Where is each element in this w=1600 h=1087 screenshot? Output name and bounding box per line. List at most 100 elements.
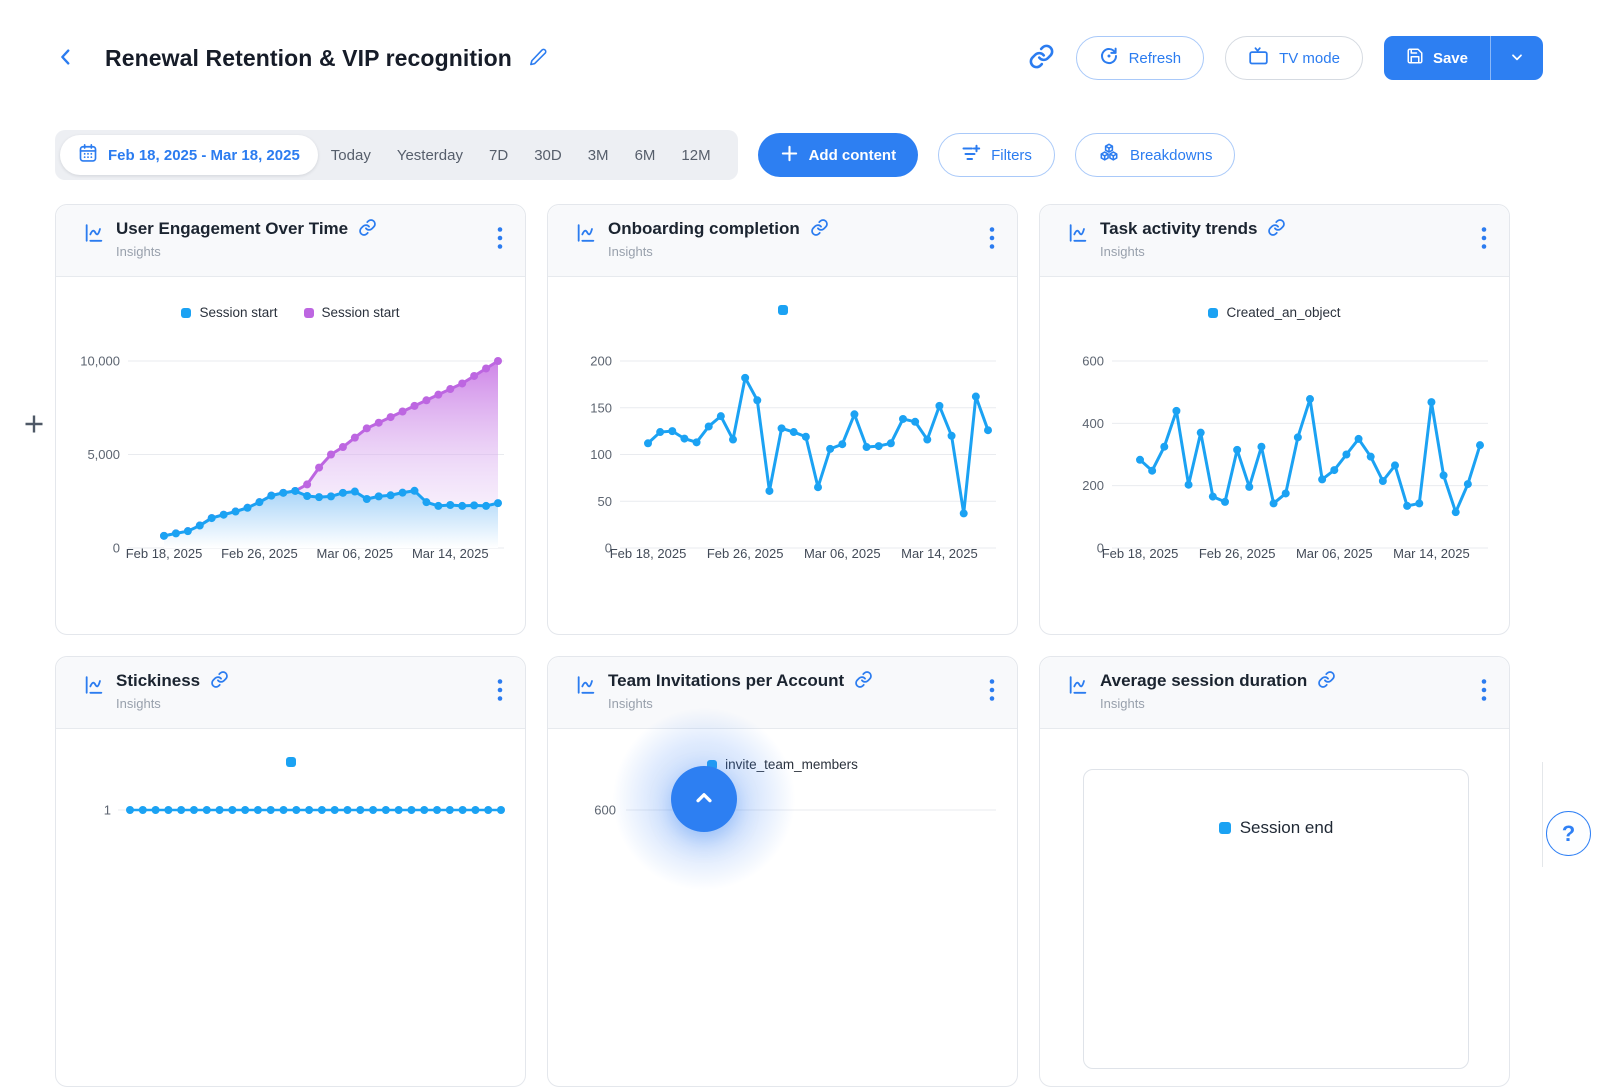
link-icon	[1028, 43, 1055, 73]
legend-label: Session start	[199, 305, 278, 320]
legend-item	[777, 305, 788, 315]
card-menu-button[interactable]	[497, 226, 503, 253]
svg-text:Feb 26, 2025: Feb 26, 2025	[1199, 546, 1276, 561]
svg-text:Feb 18, 2025: Feb 18, 2025	[126, 546, 203, 561]
svg-text:Mar 14, 2025: Mar 14, 2025	[1393, 546, 1470, 561]
svg-text:50: 50	[598, 494, 612, 509]
card-subtitle: Insights	[608, 696, 653, 711]
save-button[interactable]: Save	[1384, 36, 1491, 80]
chart-card-onboarding-completion: Onboarding completion Insights 0 50 100 150…	[547, 204, 1018, 635]
chart-legend: Session start Session start	[56, 305, 525, 320]
back-button[interactable]	[55, 46, 77, 71]
scroll-to-top-button[interactable]	[671, 766, 737, 832]
task-activity-chart-canvas[interactable]: 0 200 400 600 Feb 18, 2025 Feb 26, 2025 Mar 06…	[1052, 327, 1492, 577]
add-content-button[interactable]: Add content	[757, 133, 919, 177]
legend-item: Session end	[1218, 818, 1333, 838]
dashboard-page: Renewal Retention & VIP recognition Refr…	[16, 36, 1591, 1087]
filters-button[interactable]: Filters	[938, 133, 1055, 177]
kebab-icon	[497, 226, 503, 253]
refresh-icon	[1099, 46, 1119, 70]
card-menu-button[interactable]	[1481, 678, 1487, 705]
svg-text:1: 1	[104, 803, 111, 818]
line-chart-icon	[83, 674, 105, 701]
line-chart-icon	[83, 222, 105, 249]
card-link-button[interactable]	[854, 670, 873, 692]
date-range-button[interactable]: Feb 18, 2025 - Mar 18, 2025	[60, 135, 318, 175]
card-subtitle: Insights	[116, 696, 161, 711]
save-icon	[1406, 47, 1424, 69]
link-icon	[1267, 218, 1286, 240]
preset-12m[interactable]: 12M	[668, 135, 723, 175]
card-menu-button[interactable]	[989, 678, 995, 705]
tv-mode-button[interactable]: TV mode	[1225, 36, 1363, 80]
preset-7d[interactable]: 7D	[476, 135, 521, 175]
filter-icon	[961, 143, 981, 167]
preset-yesterday[interactable]: Yesterday	[384, 135, 476, 175]
legend-swatch	[1208, 307, 1219, 318]
legend-item: Session start	[303, 305, 400, 320]
chart-card-avg-session-duration: Average session duration Insights Sessio…	[1039, 656, 1510, 1087]
add-section-button[interactable]	[16, 408, 48, 442]
card-subtitle: Insights	[1100, 696, 1145, 711]
card-link-button[interactable]	[810, 218, 829, 240]
card-title: User Engagement Over Time	[116, 219, 349, 238]
dashboard-toolbar: Feb 18, 2025 - Mar 18, 2025 Today Yester…	[55, 130, 1543, 180]
chevron-down-icon	[1509, 49, 1525, 68]
onboarding-chart-canvas[interactable]: 0 50 100 150 200 Feb 18, 2025 Feb 26, 2025 Mar …	[560, 327, 1000, 577]
calendar-icon	[78, 143, 98, 167]
help-button[interactable]: ?	[1546, 811, 1591, 856]
card-body: invite_team_members 600	[548, 729, 1017, 1086]
kebab-icon	[1481, 678, 1487, 705]
card-menu-button[interactable]	[989, 226, 995, 253]
preset-3m[interactable]: 3M	[575, 135, 622, 175]
legend-label: Created_an_object	[1226, 305, 1341, 320]
chevron-left-icon	[55, 46, 77, 71]
line-chart-icon	[1067, 222, 1089, 249]
edit-title-button[interactable]	[528, 47, 548, 70]
copy-dashboard-link-button[interactable]	[1028, 43, 1055, 73]
link-icon	[358, 218, 377, 240]
refresh-button[interactable]: Refresh	[1075, 36, 1205, 80]
card-link-button[interactable]	[1317, 670, 1336, 692]
legend-item: Created_an_object	[1208, 305, 1341, 320]
selected-chart-frame: Session end	[1083, 769, 1469, 1069]
card-body: Session end	[1040, 729, 1509, 1086]
save-label: Save	[1432, 49, 1468, 67]
card-subtitle: Insights	[1100, 244, 1145, 259]
link-icon	[210, 670, 229, 692]
card-link-button[interactable]	[358, 218, 377, 240]
cubes-icon	[1098, 142, 1120, 168]
svg-text:0: 0	[605, 541, 612, 556]
svg-text:150: 150	[590, 400, 612, 415]
preset-30d[interactable]: 30D	[521, 135, 575, 175]
svg-text:600: 600	[1082, 354, 1104, 369]
svg-text:Feb 18, 2025: Feb 18, 2025	[1102, 546, 1179, 561]
legend-swatch	[181, 307, 192, 318]
breakdowns-button[interactable]: Breakdowns	[1074, 133, 1236, 177]
card-link-button[interactable]	[210, 670, 229, 692]
card-link-button[interactable]	[1267, 218, 1286, 240]
svg-text:Feb 26, 2025: Feb 26, 2025	[707, 546, 784, 561]
chart-legend: invite_team_members	[548, 757, 1017, 772]
engagement-chart-canvas[interactable]: 0 5,000 10,000 Feb 18, 2025 Feb 26, 2025 Mar …	[68, 327, 508, 577]
tv-mode-label: TV mode	[1279, 49, 1340, 67]
filters-label: Filters	[991, 146, 1032, 164]
preset-today[interactable]: Today	[318, 135, 384, 175]
chart-legend	[548, 305, 1017, 315]
svg-text:600: 600	[594, 803, 616, 818]
legend-swatch	[285, 757, 296, 767]
right-edge-divider	[1542, 762, 1543, 867]
team-invitations-chart-canvas[interactable]: 600	[560, 729, 1000, 869]
add-content-label: Add content	[808, 146, 897, 164]
link-icon	[1317, 670, 1336, 692]
card-menu-button[interactable]	[497, 678, 503, 705]
date-range-label: Feb 18, 2025 - Mar 18, 2025	[108, 146, 300, 164]
card-subtitle: Insights	[608, 244, 653, 259]
stickiness-chart-canvas[interactable]: 1	[68, 729, 508, 869]
chart-card-stickiness: Stickiness Insights 1	[55, 656, 526, 1087]
card-menu-button[interactable]	[1481, 226, 1487, 253]
svg-text:Mar 06, 2025: Mar 06, 2025	[1296, 546, 1373, 561]
legend-swatch	[707, 759, 718, 770]
preset-6m[interactable]: 6M	[622, 135, 669, 175]
save-menu-button[interactable]	[1491, 36, 1543, 80]
